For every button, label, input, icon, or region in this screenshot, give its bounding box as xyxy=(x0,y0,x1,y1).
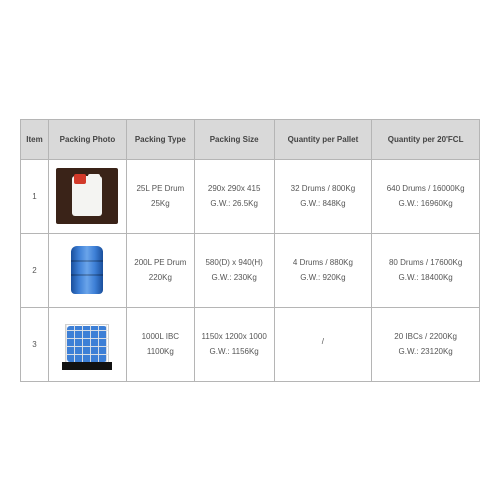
cell-type: 1000L IBC 1100Kg xyxy=(126,307,194,381)
size-line1: 290x 290x 415 xyxy=(198,184,271,193)
header-pallet: Quantity per Pallet xyxy=(274,119,372,159)
cell-type: 200L PE Drum 220Kg xyxy=(126,233,194,307)
size-line2: G.W.: 1156Kg xyxy=(198,347,271,356)
type-line1: 200L PE Drum xyxy=(130,258,191,267)
pallet-line1: / xyxy=(278,337,369,346)
type-line2: 25Kg xyxy=(130,199,191,208)
type-line2: 220Kg xyxy=(130,273,191,282)
cell-pallet: 4 Drums / 880Kg G.W.: 920Kg xyxy=(274,233,372,307)
cell-pallet: / xyxy=(274,307,372,381)
cell-item: 2 xyxy=(21,233,49,307)
fcl-line2: G.W.: 18400Kg xyxy=(375,273,476,282)
size-line1: 1150x 1200x 1000 xyxy=(198,332,271,341)
size-line1: 580(D) x 940(H) xyxy=(198,258,271,267)
table-row: 1 25L PE Drum 25Kg 290x 290x 415 G.W.: 2… xyxy=(21,159,480,233)
pallet-line2: G.W.: 920Kg xyxy=(278,273,369,282)
table-row: 2 200L PE Drum 220Kg 580(D) x 940(H) G.W… xyxy=(21,233,480,307)
cell-item: 3 xyxy=(21,307,49,381)
header-row: Item Packing Photo Packing Type Packing … xyxy=(21,119,480,159)
table-row: 3 1000L IBC 1100Kg 1150x 1200x 1000 G.W.… xyxy=(21,307,480,381)
cell-photo xyxy=(48,307,126,381)
cell-type: 25L PE Drum 25Kg xyxy=(126,159,194,233)
drum-icon xyxy=(56,242,118,298)
cell-size: 1150x 1200x 1000 G.W.: 1156Kg xyxy=(194,307,274,381)
header-type: Packing Type xyxy=(126,119,194,159)
cell-size: 580(D) x 940(H) G.W.: 230Kg xyxy=(194,233,274,307)
fcl-line2: G.W.: 16960Kg xyxy=(375,199,476,208)
header-item: Item xyxy=(21,119,49,159)
fcl-line1: 80 Drums / 17600Kg xyxy=(375,258,476,267)
cell-fcl: 20 IBCs / 2200Kg G.W.: 23120Kg xyxy=(372,307,480,381)
cell-pallet: 32 Drums / 800Kg G.W.: 848Kg xyxy=(274,159,372,233)
header-photo: Packing Photo xyxy=(48,119,126,159)
cell-fcl: 640 Drums / 16000Kg G.W.: 16960Kg xyxy=(372,159,480,233)
type-line2: 1100Kg xyxy=(130,347,191,356)
type-line1: 1000L IBC xyxy=(130,332,191,341)
fcl-line1: 20 IBCs / 2200Kg xyxy=(375,332,476,341)
pallet-line2: G.W.: 848Kg xyxy=(278,199,369,208)
jerrycan-icon xyxy=(56,168,118,224)
cell-size: 290x 290x 415 G.W.: 26.5Kg xyxy=(194,159,274,233)
cell-photo xyxy=(48,233,126,307)
cell-item: 1 xyxy=(21,159,49,233)
size-line2: G.W.: 230Kg xyxy=(198,273,271,282)
packing-table: Item Packing Photo Packing Type Packing … xyxy=(20,119,480,382)
cell-photo xyxy=(48,159,126,233)
cell-fcl: 80 Drums / 17600Kg G.W.: 18400Kg xyxy=(372,233,480,307)
pallet-line1: 4 Drums / 880Kg xyxy=(278,258,369,267)
type-line1: 25L PE Drum xyxy=(130,184,191,193)
size-line2: G.W.: 26.5Kg xyxy=(198,199,271,208)
ibc-icon xyxy=(56,316,118,372)
fcl-line1: 640 Drums / 16000Kg xyxy=(375,184,476,193)
header-size: Packing Size xyxy=(194,119,274,159)
fcl-line2: G.W.: 23120Kg xyxy=(375,347,476,356)
pallet-line1: 32 Drums / 800Kg xyxy=(278,184,369,193)
header-fcl: Quantity per 20'FCL xyxy=(372,119,480,159)
